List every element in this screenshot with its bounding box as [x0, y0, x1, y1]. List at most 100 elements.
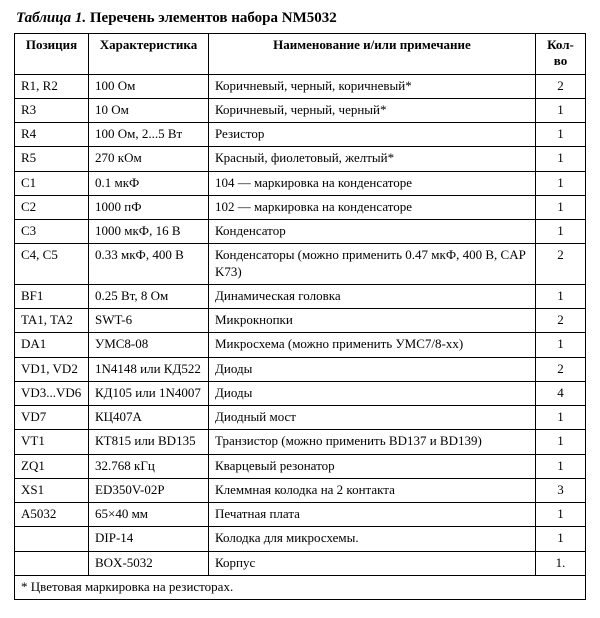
- cell-position: VD3...VD6: [15, 381, 89, 405]
- cell-position: R3: [15, 98, 89, 122]
- cell-quantity: 1: [536, 527, 586, 551]
- table-row: C31000 мкФ, 16 ВКонденсатор1: [15, 220, 586, 244]
- caption-text: Перечень элементов набора NM5032: [86, 10, 337, 26]
- cell-quantity: 2: [536, 309, 586, 333]
- cell-description: Диодный мост: [209, 406, 536, 430]
- cell-description: Кварцевый резонатор: [209, 454, 536, 478]
- cell-description: Конденсатор: [209, 220, 536, 244]
- table-row: C21000 пФ102 — маркировка на конденсатор…: [15, 195, 586, 219]
- cell-position: R4: [15, 123, 89, 147]
- cell-characteristic: 0.1 мкФ: [89, 171, 209, 195]
- cell-characteristic: 32.768 кГц: [89, 454, 209, 478]
- cell-description: Резистор: [209, 123, 536, 147]
- cell-description: Печатная плата: [209, 503, 536, 527]
- cell-characteristic: 1000 пФ: [89, 195, 209, 219]
- table-row: DIP-14Колодка для микросхемы.1: [15, 527, 586, 551]
- cell-description: Корпус: [209, 551, 536, 575]
- cell-description: Красный, фиолетовый, желтый*: [209, 147, 536, 171]
- cell-characteristic: SWT-6: [89, 309, 209, 333]
- cell-position: DA1: [15, 333, 89, 357]
- cell-quantity: 1: [536, 333, 586, 357]
- table-row: R1, R2100 ОмКоричневый, черный, коричнев…: [15, 74, 586, 98]
- cell-position: [15, 551, 89, 575]
- table-row: VD3...VD6КД105 или 1N4007Диоды4: [15, 381, 586, 405]
- cell-quantity: 1: [536, 195, 586, 219]
- table-footnote: * Цветовая маркировка на резисторах.: [15, 575, 586, 599]
- cell-characteristic: КЦ407А: [89, 406, 209, 430]
- cell-position: C3: [15, 220, 89, 244]
- cell-characteristic: 0.25 Вт, 8 Ом: [89, 284, 209, 308]
- cell-position: R5: [15, 147, 89, 171]
- table-body: R1, R2100 ОмКоричневый, черный, коричнев…: [15, 74, 586, 575]
- cell-description: Колодка для микросхемы.: [209, 527, 536, 551]
- table-row: XS1ED350V-02PКлеммная колодка на 2 конта…: [15, 478, 586, 502]
- col-header-characteristic: Характеристика: [89, 34, 209, 75]
- table-footnote-row: * Цветовая маркировка на резисторах.: [15, 575, 586, 599]
- cell-quantity: 1: [536, 147, 586, 171]
- cell-description: Микрокнопки: [209, 309, 536, 333]
- cell-characteristic: 10 Ом: [89, 98, 209, 122]
- cell-position: R1, R2: [15, 74, 89, 98]
- cell-quantity: 1: [536, 503, 586, 527]
- cell-description: 104 — маркировка на конденсаторе: [209, 171, 536, 195]
- table-row: C10.1 мкФ104 — маркировка на конденсатор…: [15, 171, 586, 195]
- cell-quantity: 4: [536, 381, 586, 405]
- table-row: DA1УМС8-08Микросхема (можно применить УМ…: [15, 333, 586, 357]
- cell-quantity: 1: [536, 171, 586, 195]
- cell-quantity: 2: [536, 357, 586, 381]
- table-row: TA1, TA2SWT-6Микрокнопки2: [15, 309, 586, 333]
- cell-description: Коричневый, черный, коричневый*: [209, 74, 536, 98]
- cell-quantity: 1: [536, 430, 586, 454]
- col-header-position: Позиция: [15, 34, 89, 75]
- cell-characteristic: 100 Ом: [89, 74, 209, 98]
- cell-characteristic: 1N4148 или КД522: [89, 357, 209, 381]
- cell-description: Диоды: [209, 381, 536, 405]
- col-header-quantity: Кол-во: [536, 34, 586, 75]
- col-header-description: Наименование и/или примечание: [209, 34, 536, 75]
- cell-description: Динамическая головка: [209, 284, 536, 308]
- cell-quantity: 1: [536, 454, 586, 478]
- cell-position: ZQ1: [15, 454, 89, 478]
- table-row: R4100 Ом, 2...5 ВтРезистор1: [15, 123, 586, 147]
- cell-description: Транзистор (можно применить BD137 и BD13…: [209, 430, 536, 454]
- cell-description: Микросхема (можно применить УМС7/8-xx): [209, 333, 536, 357]
- cell-position: VD7: [15, 406, 89, 430]
- cell-quantity: 1: [536, 123, 586, 147]
- cell-quantity: 1.: [536, 551, 586, 575]
- cell-position: VT1: [15, 430, 89, 454]
- components-table: Позиция Характеристика Наименование и/ил…: [14, 33, 586, 600]
- cell-quantity: 1: [536, 284, 586, 308]
- cell-quantity: 2: [536, 244, 586, 285]
- cell-characteristic: 100 Ом, 2...5 Вт: [89, 123, 209, 147]
- cell-quantity: 1: [536, 98, 586, 122]
- cell-characteristic: 0.33 мкФ, 400 В: [89, 244, 209, 285]
- cell-description: Диоды: [209, 357, 536, 381]
- table-row: R310 ОмКоричневый, черный, черный*1: [15, 98, 586, 122]
- cell-characteristic: КТ815 или BD135: [89, 430, 209, 454]
- cell-quantity: 1: [536, 220, 586, 244]
- cell-position: C2: [15, 195, 89, 219]
- cell-characteristic: DIP-14: [89, 527, 209, 551]
- cell-position: C1: [15, 171, 89, 195]
- cell-position: BF1: [15, 284, 89, 308]
- table-caption: Таблица 1. Перечень элементов набора NM5…: [16, 10, 586, 27]
- cell-characteristic: BOX-5032: [89, 551, 209, 575]
- table-header-row: Позиция Характеристика Наименование и/ил…: [15, 34, 586, 75]
- table-row: ZQ132.768 кГцКварцевый резонатор1: [15, 454, 586, 478]
- table-row: BF10.25 Вт, 8 ОмДинамическая головка1: [15, 284, 586, 308]
- table-row: A503265×40 ммПечатная плата1: [15, 503, 586, 527]
- cell-quantity: 2: [536, 74, 586, 98]
- cell-characteristic: КД105 или 1N4007: [89, 381, 209, 405]
- cell-description: 102 — маркировка на конденсаторе: [209, 195, 536, 219]
- cell-characteristic: 1000 мкФ, 16 В: [89, 220, 209, 244]
- caption-label: Таблица 1.: [16, 10, 86, 26]
- cell-quantity: 1: [536, 406, 586, 430]
- cell-characteristic: 270 кОм: [89, 147, 209, 171]
- cell-quantity: 3: [536, 478, 586, 502]
- cell-description: Клеммная колодка на 2 контакта: [209, 478, 536, 502]
- cell-position: XS1: [15, 478, 89, 502]
- cell-position: TA1, TA2: [15, 309, 89, 333]
- cell-characteristic: ED350V-02P: [89, 478, 209, 502]
- table-row: VT1КТ815 или BD135Транзистор (можно прим…: [15, 430, 586, 454]
- cell-characteristic: 65×40 мм: [89, 503, 209, 527]
